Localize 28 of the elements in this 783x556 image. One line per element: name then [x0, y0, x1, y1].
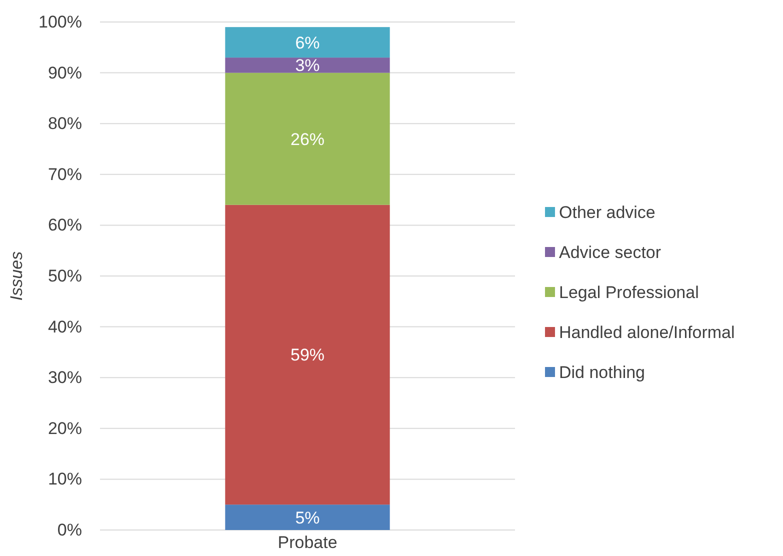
y-tick-label: 70%	[48, 164, 82, 184]
y-tick-label: 50%	[48, 266, 82, 286]
y-tick-label: 40%	[48, 317, 82, 336]
y-tick-label: 10%	[48, 470, 82, 489]
y-axis-title: Issues	[7, 250, 26, 301]
y-tick-label: 20%	[48, 418, 82, 438]
data-label: 26%	[290, 130, 325, 149]
data-label: 5%	[295, 508, 320, 528]
x-tick-label: Probate	[278, 533, 338, 552]
legend-label: Advice sector	[559, 242, 662, 262]
legend-label: Did nothing	[559, 362, 646, 382]
bar	[225, 72, 390, 205]
y-tick-label: 90%	[48, 63, 82, 82]
data-label: 3%	[295, 56, 320, 76]
y-tick-label: 60%	[48, 216, 82, 235]
y-tick-label: 30%	[48, 368, 82, 388]
data-label: 6%	[295, 33, 320, 52]
y-tick-label: 80%	[48, 114, 82, 134]
y-tick-label: 100%	[38, 12, 82, 32]
legend-label: Other advice	[559, 202, 656, 222]
legend-label: Legal Professional	[559, 282, 699, 302]
bar	[225, 27, 390, 58]
data-label: 59%	[290, 346, 325, 365]
y-tick-label: 0%	[57, 520, 82, 540]
bar	[225, 504, 390, 530]
legend-label: Handled alone/Informal	[559, 322, 735, 342]
bar	[225, 204, 390, 505]
bar	[225, 58, 390, 73]
